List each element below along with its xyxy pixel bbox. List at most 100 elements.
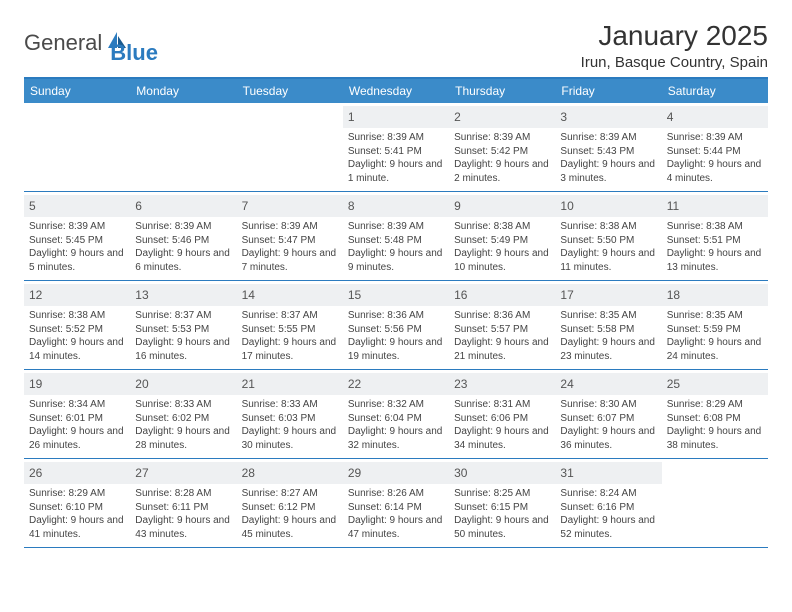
- sunset-text: Sunset: 6:11 PM: [135, 501, 231, 515]
- sunrise-text: Sunrise: 8:30 AM: [560, 398, 656, 412]
- daylight-text: Daylight: 9 hours and 47 minutes.: [348, 514, 444, 541]
- day-number: 16: [454, 288, 467, 302]
- daylight-text: Daylight: 9 hours and 10 minutes.: [454, 247, 550, 274]
- day-info: Sunrise: 8:39 AMSunset: 5:44 PMDaylight:…: [667, 131, 763, 185]
- day-info: Sunrise: 8:24 AMSunset: 6:16 PMDaylight:…: [560, 487, 656, 541]
- sunset-text: Sunset: 5:42 PM: [454, 145, 550, 159]
- sunrise-text: Sunrise: 8:39 AM: [560, 131, 656, 145]
- day-cell: 8 Sunrise: 8:39 AMSunset: 5:48 PMDaylight…: [343, 192, 449, 280]
- day-number: 2: [454, 110, 461, 124]
- day-cell: 22Sunrise: 8:32 AMSunset: 6:04 PMDayligh…: [343, 370, 449, 458]
- sunset-text: Sunset: 5:59 PM: [667, 323, 763, 337]
- week-row: 5Sunrise: 8:39 AMSunset: 5:45 PMDaylight…: [24, 192, 768, 281]
- sunset-text: Sunset: 5:46 PM: [135, 234, 231, 248]
- day-cell: 25 Sunrise: 8:29 AMSunset: 6:08 PMDayligh…: [662, 370, 768, 458]
- logo: General Blue: [24, 20, 158, 66]
- day-info: Sunrise: 8:35 AMSunset: 5:59 PMDaylight:…: [667, 309, 763, 363]
- daylight-text: Daylight: 9 hours and 30 minutes.: [242, 425, 338, 452]
- day-info: Sunrise: 8:39 AMSunset: 5:41 PMDaylight:…: [348, 131, 444, 185]
- day-number: 31: [560, 466, 573, 480]
- sunrise-text: Sunrise: 8:39 AM: [135, 220, 231, 234]
- sunrise-text: Sunrise: 8:39 AM: [454, 131, 550, 145]
- daylight-text: Daylight: 9 hours and 21 minutes.: [454, 336, 550, 363]
- day-info: Sunrise: 8:34 AMSunset: 6:01 PMDaylight:…: [29, 398, 125, 452]
- daylight-text: Daylight: 9 hours and 36 minutes.: [560, 425, 656, 452]
- day-cell: [237, 103, 343, 191]
- sunset-text: Sunset: 5:41 PM: [348, 145, 444, 159]
- day-info: Sunrise: 8:35 AMSunset: 5:58 PMDaylight:…: [560, 309, 656, 363]
- day-cell: 18Sunrise: 8:35 AMSunset: 5:59 PMDayligh…: [662, 281, 768, 369]
- day-number: 15: [348, 288, 361, 302]
- daylight-text: Daylight: 9 hours and 5 minutes.: [29, 247, 125, 274]
- day-cell: 29Sunrise: 8:26 AMSunset: 6:14 PMDayligh…: [343, 459, 449, 547]
- day-cell: 24Sunrise: 8:30 AMSunset: 6:07 PMDayligh…: [555, 370, 661, 458]
- daylight-text: Daylight: 9 hours and 14 minutes.: [29, 336, 125, 363]
- sunrise-text: Sunrise: 8:29 AM: [29, 487, 125, 501]
- sunset-text: Sunset: 5:48 PM: [348, 234, 444, 248]
- day-number: 25: [667, 377, 680, 391]
- day-number: 20: [135, 377, 148, 391]
- day-cell: [24, 103, 130, 191]
- day-cell: 16Sunrise: 8:36 AMSunset: 5:57 PMDayligh…: [449, 281, 555, 369]
- day-cell: 23Sunrise: 8:31 AMSunset: 6:06 PMDayligh…: [449, 370, 555, 458]
- daylight-text: Daylight: 9 hours and 41 minutes.: [29, 514, 125, 541]
- daylight-text: Daylight: 9 hours and 38 minutes.: [667, 425, 763, 452]
- sunset-text: Sunset: 5:49 PM: [454, 234, 550, 248]
- sunset-text: Sunset: 5:56 PM: [348, 323, 444, 337]
- day-number: 12: [29, 288, 42, 302]
- sunset-text: Sunset: 6:12 PM: [242, 501, 338, 515]
- sunrise-text: Sunrise: 8:33 AM: [135, 398, 231, 412]
- day-cell: 9Sunrise: 8:38 AMSunset: 5:49 PMDaylight…: [449, 192, 555, 280]
- sunrise-text: Sunrise: 8:37 AM: [135, 309, 231, 323]
- sunset-text: Sunset: 5:53 PM: [135, 323, 231, 337]
- sunrise-text: Sunrise: 8:38 AM: [29, 309, 125, 323]
- sunrise-text: Sunrise: 8:31 AM: [454, 398, 550, 412]
- daylight-text: Daylight: 9 hours and 23 minutes.: [560, 336, 656, 363]
- day-number: 5: [29, 199, 36, 213]
- sunrise-text: Sunrise: 8:34 AM: [29, 398, 125, 412]
- weekday-sat: Saturday: [662, 79, 768, 103]
- sunset-text: Sunset: 5:51 PM: [667, 234, 763, 248]
- day-number: 27: [135, 466, 148, 480]
- day-number: 8: [348, 199, 355, 213]
- sunrise-text: Sunrise: 8:36 AM: [348, 309, 444, 323]
- day-cell: 4Sunrise: 8:39 AMSunset: 5:44 PMDaylight…: [662, 103, 768, 191]
- day-info: Sunrise: 8:29 AMSunset: 6:08 PMDaylight:…: [667, 398, 763, 452]
- day-info: Sunrise: 8:26 AMSunset: 6:14 PMDaylight:…: [348, 487, 444, 541]
- daylight-text: Daylight: 9 hours and 11 minutes.: [560, 247, 656, 274]
- sunrise-text: Sunrise: 8:39 AM: [348, 220, 444, 234]
- day-info: Sunrise: 8:33 AMSunset: 6:03 PMDaylight:…: [242, 398, 338, 452]
- day-number: 21: [242, 377, 255, 391]
- week-row: 19Sunrise: 8:34 AMSunset: 6:01 PMDayligh…: [24, 370, 768, 459]
- logo-general: General: [24, 30, 102, 56]
- sunset-text: Sunset: 5:50 PM: [560, 234, 656, 248]
- daylight-text: Daylight: 9 hours and 50 minutes.: [454, 514, 550, 541]
- day-cell: 19Sunrise: 8:34 AMSunset: 6:01 PMDayligh…: [24, 370, 130, 458]
- day-info: Sunrise: 8:25 AMSunset: 6:15 PMDaylight:…: [454, 487, 550, 541]
- sunrise-text: Sunrise: 8:28 AM: [135, 487, 231, 501]
- day-cell: 12Sunrise: 8:38 AMSunset: 5:52 PMDayligh…: [24, 281, 130, 369]
- day-info: Sunrise: 8:37 AMSunset: 5:55 PMDaylight:…: [242, 309, 338, 363]
- day-info: Sunrise: 8:27 AMSunset: 6:12 PMDaylight:…: [242, 487, 338, 541]
- daylight-text: Daylight: 9 hours and 7 minutes.: [242, 247, 338, 274]
- sunset-text: Sunset: 5:43 PM: [560, 145, 656, 159]
- day-info: Sunrise: 8:38 AMSunset: 5:49 PMDaylight:…: [454, 220, 550, 274]
- day-info: Sunrise: 8:39 AMSunset: 5:43 PMDaylight:…: [560, 131, 656, 185]
- sunrise-text: Sunrise: 8:39 AM: [29, 220, 125, 234]
- day-cell: 21 Sunrise: 8:33 AMSunset: 6:03 PMDayligh…: [237, 370, 343, 458]
- day-info: Sunrise: 8:38 AMSunset: 5:51 PMDaylight:…: [667, 220, 763, 274]
- day-cell: 1Sunrise: 8:39 AMSunset: 5:41 PMDaylight…: [343, 103, 449, 191]
- day-cell: 20Sunrise: 8:33 AMSunset: 6:02 PMDayligh…: [130, 370, 236, 458]
- sunset-text: Sunset: 5:58 PM: [560, 323, 656, 337]
- daylight-text: Daylight: 9 hours and 9 minutes.: [348, 247, 444, 274]
- weekday-mon: Monday: [130, 79, 236, 103]
- week-row: 12Sunrise: 8:38 AMSunset: 5:52 PMDayligh…: [24, 281, 768, 370]
- day-cell: 30Sunrise: 8:25 AMSunset: 6:15 PMDayligh…: [449, 459, 555, 547]
- sunset-text: Sunset: 5:47 PM: [242, 234, 338, 248]
- daylight-text: Daylight: 9 hours and 24 minutes.: [667, 336, 763, 363]
- day-cell: 2Sunrise: 8:39 AMSunset: 5:42 PMDaylight…: [449, 103, 555, 191]
- daylight-text: Daylight: 9 hours and 4 minutes.: [667, 158, 763, 185]
- day-cell: 3Sunrise: 8:39 AMSunset: 5:43 PMDaylight…: [555, 103, 661, 191]
- sunrise-text: Sunrise: 8:24 AM: [560, 487, 656, 501]
- sunrise-text: Sunrise: 8:37 AM: [242, 309, 338, 323]
